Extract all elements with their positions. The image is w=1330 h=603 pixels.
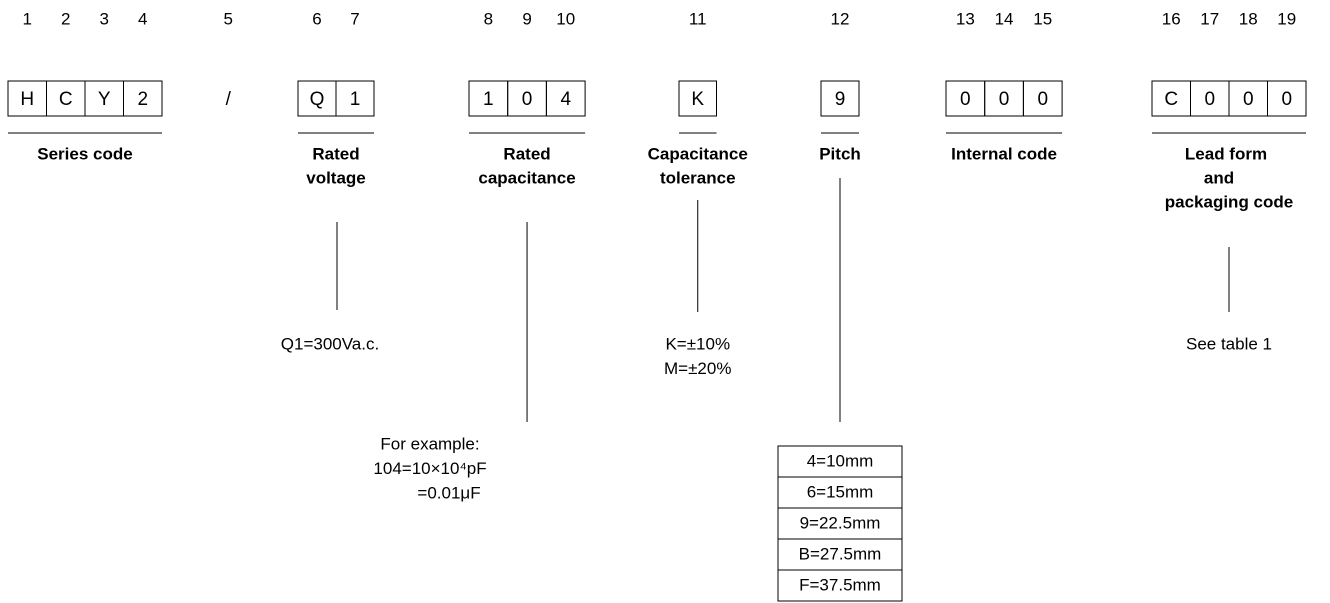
code-char: 0 [1243, 89, 1254, 110]
position-number: 3 [100, 9, 109, 28]
table-text: 4=10mm [807, 451, 874, 470]
code-char: K [691, 89, 704, 110]
char-box [335, 80, 375, 117]
position-number: 6 [312, 9, 321, 28]
code-char: Q [310, 89, 325, 110]
description: Q1=300Va.c. [281, 334, 379, 353]
position-number: 9 [522, 9, 531, 28]
code-char: Y [98, 89, 111, 110]
field-label: Internal code [951, 144, 1057, 163]
code-char: C [59, 89, 73, 110]
table-cell [777, 569, 903, 602]
field-label: capacitance [478, 168, 575, 187]
code-char: 0 [999, 89, 1010, 110]
description: 104=10×10⁴pF [373, 459, 486, 478]
char-box [545, 80, 586, 117]
description: M=±20% [664, 359, 731, 378]
field-label: Rated [312, 144, 359, 163]
position-number: 14 [995, 9, 1014, 28]
position-number: 8 [484, 9, 493, 28]
code-char: 1 [350, 89, 361, 110]
code-char: 2 [137, 89, 148, 110]
position-number: 1 [23, 9, 32, 28]
field-label: Rated [503, 144, 550, 163]
char-box [678, 80, 717, 117]
position-number: 7 [350, 9, 359, 28]
position-number: 4 [138, 9, 147, 28]
position-number: 19 [1277, 9, 1296, 28]
field-label: tolerance [660, 168, 736, 187]
char-box [1022, 80, 1063, 117]
code-char: / [226, 89, 232, 110]
table-text: 9=22.5mm [800, 513, 881, 532]
field-label: Capacitance [648, 144, 748, 163]
field-label: and [1204, 168, 1234, 187]
table-text: B=27.5mm [799, 544, 882, 563]
code-char: 9 [835, 89, 846, 110]
code-char: C [1164, 89, 1178, 110]
table-text: F=37.5mm [799, 575, 881, 594]
position-number: 15 [1033, 9, 1052, 28]
position-number: 11 [689, 9, 707, 28]
field-label: Series code [37, 144, 132, 163]
position-number: 10 [556, 9, 575, 28]
field-label: voltage [306, 168, 366, 187]
char-box [1267, 80, 1307, 117]
description: See table 1 [1186, 334, 1272, 353]
position-number: 17 [1200, 9, 1219, 28]
field-label: Lead form [1185, 144, 1267, 163]
position-number: 13 [956, 9, 975, 28]
field-label: packaging code [1165, 192, 1293, 211]
code-char: 0 [1281, 89, 1292, 110]
description: =0.01μF [417, 483, 480, 502]
description: For example: [380, 434, 479, 453]
code-char: 0 [1204, 89, 1215, 110]
code-char: H [20, 89, 34, 110]
char-box [123, 80, 163, 117]
code-char: 4 [560, 89, 571, 110]
position-number: 2 [61, 9, 70, 28]
description: K=±10% [665, 334, 730, 353]
position-number: 18 [1239, 9, 1258, 28]
position-number: 12 [831, 9, 850, 28]
position-number: 5 [224, 9, 233, 28]
char-box [820, 80, 860, 117]
field-label: Pitch [819, 144, 861, 163]
code-char: 0 [960, 89, 971, 110]
code-char: 1 [483, 89, 494, 110]
code-char: 0 [1037, 89, 1048, 110]
table-text: 6=15mm [807, 482, 874, 501]
position-number: 16 [1162, 9, 1181, 28]
code-char: 0 [522, 89, 533, 110]
